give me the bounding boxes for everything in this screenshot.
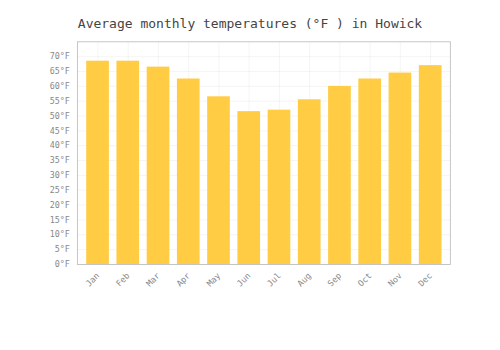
- svg-text:Dec: Dec: [416, 271, 434, 289]
- html-text:Average monthly temperatures (: Average monthly temperatures (°F ) in Ho…: [77, 16, 423, 31]
- svg-text:Feb: Feb: [114, 271, 132, 289]
- svg-text:Mar: Mar: [144, 271, 162, 289]
- svg-text:Apr: Apr: [174, 271, 192, 289]
- svg-text:Aug: Aug: [295, 271, 313, 289]
- svg-text:5°F: 5°F: [55, 244, 70, 254]
- svg-text:55°F: 55°F: [50, 96, 70, 106]
- svg-text:45°F: 45°F: [50, 126, 70, 136]
- svg-text:50°F: 50°F: [50, 111, 70, 121]
- svg-text:Nov: Nov: [386, 271, 404, 289]
- svg-text:65°F: 65°F: [50, 66, 70, 76]
- svg-text:Sep: Sep: [325, 271, 343, 289]
- svg-text:25°F: 25°F: [50, 185, 70, 195]
- svg-text:40°F: 40°F: [50, 140, 70, 150]
- svg-text:10°F: 10°F: [50, 229, 70, 239]
- svg-text:Jun: Jun: [235, 271, 253, 289]
- svg-text:35°F: 35°F: [50, 155, 70, 165]
- svg-text:20°F: 20°F: [50, 200, 70, 210]
- svg-text:Oct: Oct: [356, 271, 374, 289]
- svg-text:70°F: 70°F: [50, 51, 70, 61]
- svg-text:Jul: Jul: [265, 271, 283, 289]
- svg-text:60°F: 60°F: [50, 81, 70, 91]
- svg-text:30°F: 30°F: [50, 170, 70, 180]
- svg-text:0°F: 0°F: [55, 259, 70, 269]
- svg-text:Jan: Jan: [84, 271, 102, 289]
- svg-text:May: May: [204, 271, 222, 289]
- svg-text:15°F: 15°F: [50, 215, 70, 225]
